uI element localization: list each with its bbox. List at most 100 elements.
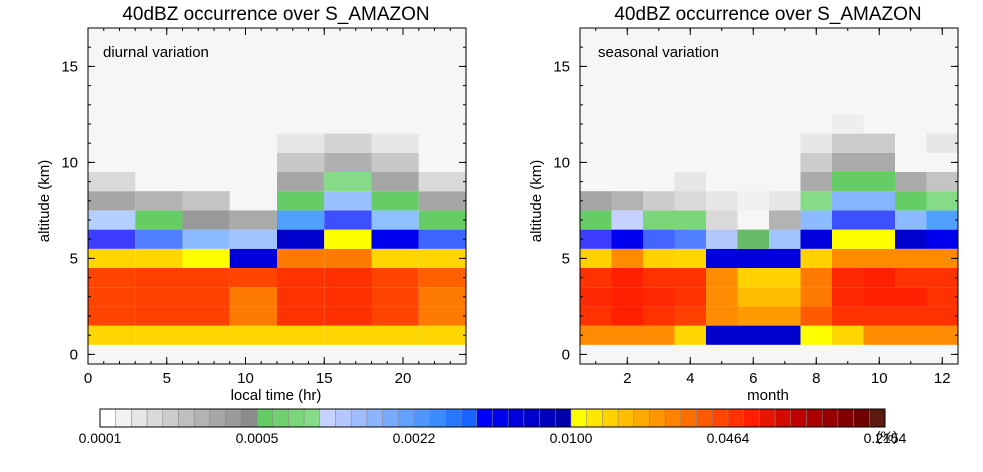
- x-tick-label: 15: [316, 370, 333, 387]
- heatmap-cell: [926, 133, 958, 153]
- heatmap-cell: [580, 210, 612, 230]
- heatmap-cell: [611, 229, 643, 249]
- heatmap-cell: [324, 172, 372, 192]
- heatmap-cell: [926, 210, 958, 230]
- colorbar-swatch: [382, 408, 399, 428]
- y-tick-label: 10: [61, 154, 78, 171]
- seasonal-heatmap-cells: [580, 114, 958, 345]
- heatmap-cell: [182, 248, 230, 268]
- heatmap-cell: [832, 325, 864, 345]
- heatmap-cell: [863, 306, 895, 326]
- colorbar-swatch: [492, 408, 509, 428]
- heatmap-cell: [832, 133, 864, 153]
- y-tick-label: 5: [70, 250, 78, 267]
- colorbar-swatch: [193, 408, 211, 428]
- heatmap-cell: [895, 287, 927, 307]
- heatmap-cell: [769, 287, 801, 307]
- diurnal-panel-title: 40dBZ occurrence over S_AMAZON: [122, 4, 429, 25]
- heatmap-cell: [643, 248, 675, 268]
- heatmap-cell: [926, 287, 958, 307]
- heatmap-cell: [418, 306, 466, 326]
- heatmap-cell: [895, 229, 927, 249]
- heatmap-cell: [371, 152, 419, 172]
- heatmap-cell: [418, 229, 466, 249]
- heatmap-cell: [580, 191, 612, 211]
- heatmap-cell: [863, 133, 895, 153]
- heatmap-cell: [182, 191, 230, 211]
- heatmap-cell: [769, 229, 801, 249]
- heatmap-cell: [277, 306, 325, 326]
- colorbar-swatch: [335, 408, 352, 428]
- heatmap-cell: [418, 268, 466, 288]
- seasonal-ticks: 2 4 6 8 10 12 0 5 10 15: [553, 28, 958, 387]
- heatmap-cell: [926, 248, 958, 268]
- heatmap-cell: [769, 306, 801, 326]
- y-tick-label: 0: [562, 346, 570, 363]
- seasonal-annotation: seasonal variation: [598, 44, 719, 61]
- heatmap-cell: [643, 229, 675, 249]
- heatmap-cell: [229, 229, 277, 249]
- heatmap-cell: [832, 152, 864, 172]
- heatmap-cell: [832, 287, 864, 307]
- heatmap-cell: [643, 325, 675, 345]
- colorbar-labels: 0.0001 0.0005 0.0022 0.0100 0.0464 0.2154: [79, 430, 907, 446]
- heatmap-cell: [135, 191, 183, 211]
- heatmap-cell: [182, 268, 230, 288]
- heatmap-cell: [832, 172, 864, 192]
- heatmap-cell: [863, 152, 895, 172]
- colorbar-swatch: [366, 408, 383, 428]
- colorbar-swatch: [664, 408, 682, 428]
- heatmap-cell: [863, 229, 895, 249]
- heatmap-cell: [580, 248, 612, 268]
- x-tick-label: 10: [237, 370, 254, 387]
- heatmap-cell: [611, 325, 643, 345]
- heatmap-cell: [674, 248, 706, 268]
- heatmap-cell: [832, 248, 864, 268]
- heatmap-cell: [706, 191, 738, 211]
- heatmap-cell: [182, 210, 230, 230]
- heatmap-cell: [674, 210, 706, 230]
- heatmap-cell: [706, 306, 738, 326]
- colorbar-swatch: [476, 408, 493, 428]
- heatmap-cell: [895, 172, 927, 192]
- heatmap-cell: [800, 268, 832, 288]
- heatmap-cell: [800, 191, 832, 211]
- heatmap-cell: [611, 248, 643, 268]
- heatmap-cell: [706, 248, 738, 268]
- heatmap-cell: [737, 191, 769, 211]
- heatmap-cell: [135, 306, 183, 326]
- colorbar-swatch: [633, 408, 650, 428]
- heatmap-cell: [769, 248, 801, 268]
- heatmap-cell: [277, 325, 325, 345]
- heatmap-cell: [229, 268, 277, 288]
- heatmap-cell: [88, 325, 136, 345]
- colorbar-swatch: [131, 408, 148, 428]
- heatmap-cell: [371, 287, 419, 307]
- heatmap-cell: [706, 210, 738, 230]
- heatmap-cell: [800, 172, 832, 192]
- heatmap-cell: [229, 210, 277, 230]
- heatmap-cell: [88, 248, 136, 268]
- heatmap-cell: [800, 306, 832, 326]
- heatmap-cell: [769, 210, 801, 230]
- heatmap-cell: [863, 191, 895, 211]
- heatmap-cell: [277, 210, 325, 230]
- heatmap-cell: [182, 287, 230, 307]
- heatmap-cell: [371, 191, 419, 211]
- colorbar-swatch: [460, 408, 478, 428]
- colorbar-swatch: [712, 408, 729, 428]
- heatmap-cell: [895, 325, 927, 345]
- colorbar-swatch: [507, 408, 525, 428]
- x-tick-label: 5: [163, 370, 171, 387]
- heatmap-cell: [737, 306, 769, 326]
- heatmap-cell: [674, 268, 706, 288]
- x-tick-label: 8: [812, 370, 820, 387]
- colorbar-swatch: [350, 408, 368, 428]
- colorbar-swatch: [162, 408, 179, 428]
- heatmap-cell: [277, 229, 325, 249]
- heatmap-cell: [800, 229, 832, 249]
- x-tick-label: 6: [749, 370, 757, 387]
- colorbar-swatch: [241, 408, 258, 428]
- colorbar-swatch: [743, 408, 760, 428]
- heatmap-cell: [926, 229, 958, 249]
